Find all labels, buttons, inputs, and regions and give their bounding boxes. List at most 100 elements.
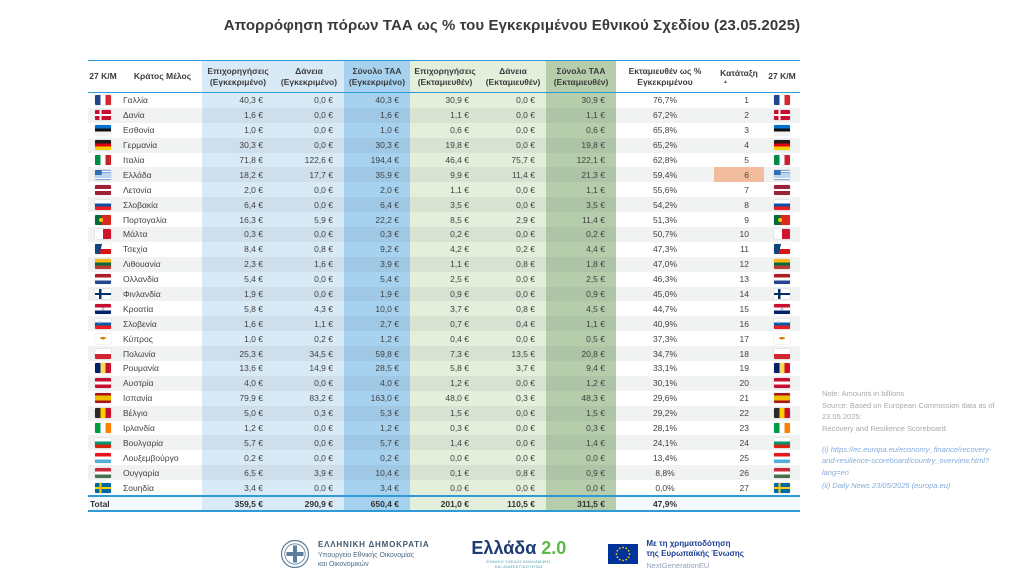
- total-disbursed-cell: 48,3 €: [546, 390, 616, 406]
- loans-approved-cell: 0,0 €: [274, 271, 344, 287]
- sort-ascending-icon[interactable]: ▲: [723, 79, 728, 86]
- flag-cell-left: [88, 212, 118, 227]
- source-link-daily-news[interactable]: (ii) Daily News 23/05/2025 (europa.eu): [822, 481, 951, 491]
- loans-disbursed-cell: 0,0 €: [480, 93, 546, 108]
- flag-cell-right: [764, 197, 800, 213]
- table-row: Βουλγαρία 5,7 € 0,0 € 5,7 € 1,4 € 0,0 € …: [88, 435, 800, 451]
- pct-cell: 46,3%: [652, 274, 678, 285]
- rank-cell: 6: [714, 167, 764, 183]
- page-title: Απορρόφηση πόρων ΤΑΑ ως % του Εγκεκριμέν…: [223, 17, 801, 34]
- country-flag-icon: [774, 363, 790, 374]
- grants-approved-cell: 1,2 €: [202, 420, 274, 436]
- loans-disbursed-cell: 13,5 €: [480, 346, 546, 362]
- total-approved-cell: 2,0 €: [344, 182, 410, 198]
- table-row: Βέλγιο 5,0 € 0,3 € 5,3 € 1,5 € 0,0 € 1,5…: [88, 405, 800, 421]
- grants-approved-cell: 13,6 €: [202, 361, 274, 376]
- country-flag-icon: [774, 303, 790, 314]
- total-row: Total 359,5 € 290,9 € 650,4 € 201,0 € 11…: [88, 495, 800, 513]
- total-disbursed-cell: 30,9 €: [546, 93, 616, 108]
- country-flag-icon: [774, 214, 790, 225]
- source-link-scoreboard[interactable]: (i) https://ec.europa.eu/economy_finance…: [822, 444, 992, 477]
- pct-cell: 51,3%: [652, 214, 678, 225]
- total-approved-cell: 1,6 €: [344, 107, 410, 123]
- total-approved-cell: 3,4 €: [344, 480, 410, 496]
- country-flag-icon: [95, 467, 111, 478]
- country-flag-icon: [774, 437, 790, 448]
- grants-disbursed-cell: 48,0 €: [410, 390, 480, 406]
- grants-approved-cell: 5,8 €: [202, 301, 274, 317]
- country-flag-icon: [774, 467, 790, 478]
- flag-cell-right: [764, 465, 800, 481]
- pct-cell: 59,4%: [616, 167, 714, 183]
- table-row: Σουηδία 3,4 € 0,0 € 3,4 € 0,0 € 0,0 € 0,…: [88, 480, 800, 496]
- grants-approved-cell: 30,3 €: [202, 137, 274, 153]
- grants-approved-cell: 0,3 €: [202, 227, 274, 242]
- country-name: Σλοβακία: [118, 197, 202, 213]
- country-name: Λιθουανία: [118, 256, 202, 272]
- loans-disbursed-cell: 75,7 €: [480, 152, 546, 168]
- flag-cell-right: [764, 375, 800, 391]
- grants-disbursed-cell: 0,2 €: [410, 227, 480, 242]
- country-name: Εσθονία: [123, 125, 155, 136]
- flag-cell-right: [764, 450, 800, 465]
- grants-approved-cell: 71,8 €: [202, 152, 274, 168]
- pct-cell: 28,1%: [652, 423, 678, 434]
- country-flag-icon: [95, 303, 111, 314]
- hellenic-republic-logo: ΕΛΛΗΝΙΚΗ ΔΗΜΟΚΡΑΤΙΑ Υπουργείο Εθνικής Οι…: [280, 539, 429, 569]
- rank-cell: 12: [714, 256, 764, 272]
- flag-cell-left: [88, 361, 118, 376]
- total-disbursed-cell: 4,4 €: [546, 241, 616, 257]
- total-loans-approved: 290,9 €: [274, 497, 344, 511]
- country-name: Λετονία: [123, 184, 152, 195]
- header-rank[interactable]: Κατάταξη ▲: [714, 61, 764, 92]
- loans-disbursed-cell: 2,9 €: [480, 212, 546, 228]
- total-total-approved: 650,4 €: [344, 497, 410, 511]
- table-row: Πορτογαλία 16,3 € 5,9 € 22,2 € 8,5 € 2,9…: [88, 212, 800, 228]
- grants-approved-cell: 1,6 €: [202, 316, 274, 332]
- rank-cell: 14: [714, 286, 764, 302]
- flag-cell-left: [88, 227, 118, 242]
- table-row: Φινλανδία 1,9 € 0,0 € 1,9 € 0,9 € 0,0 € …: [88, 286, 800, 302]
- grants-approved-cell: 25,3 €: [202, 346, 274, 362]
- flag-cell-right: [764, 153, 800, 168]
- country-name: Πορτογαλία: [123, 214, 167, 225]
- total-disbursed-cell: 19,8 €: [546, 137, 616, 153]
- flag-cell-left: [88, 286, 118, 302]
- total-disbursed-cell: 21,3 €: [546, 167, 616, 183]
- country-name: Φινλανδία: [118, 286, 202, 302]
- rrf-absorption-table: 27 Κ/Μ Κράτος Μέλος Επιχορηγήσεις (Εγκεκ…: [88, 60, 800, 513]
- pct-cell: 8,8%: [616, 465, 714, 481]
- grants-approved-cell: 2,3 €: [202, 256, 274, 272]
- loans-disbursed-cell: 0,0 €: [480, 197, 546, 213]
- table-row: Ισπανία 79,9 € 83,2 € 163,0 € 48,0 € 0,3…: [88, 390, 800, 406]
- country-flag-icon: [774, 333, 790, 344]
- flag-cell-left: [88, 93, 118, 108]
- eu-funding-logo: Με τη χρηματοδότηση της Ευρωπαϊκής Ένωση…: [608, 539, 744, 570]
- grants-disbursed-cell: 1,1 €: [410, 107, 480, 123]
- rank-cell: 25: [739, 452, 749, 463]
- country-name: Ιταλία: [123, 155, 145, 165]
- flag-cell-left: [88, 480, 118, 495]
- ministry-line: και Οικονομικών: [318, 560, 369, 568]
- grants-approved-cell: 0,2 €: [202, 450, 274, 466]
- footer-logos: ΕΛΛΗΝΙΚΗ ΔΗΜΟΚΡΑΤΙΑ Υπουργείο Εθνικής Οι…: [0, 539, 1024, 570]
- greece-2-0-logo: Ελλάδα 2.0 ΕΘΝΙΚΟ ΣΧΕΔΙΟ ΑΝΑΚΑΜΨΗΣ ΚΑΙ Α…: [471, 539, 566, 570]
- loans-approved-cell: 0,2 €: [274, 331, 344, 347]
- flag-cell-right: [764, 405, 800, 421]
- country-flag-icon: [95, 274, 111, 285]
- country-flag-icon: [95, 214, 111, 225]
- country-flag-icon: [774, 199, 790, 210]
- flag-cell-left: [88, 153, 118, 168]
- flag-cell-left: [88, 197, 118, 213]
- grants-disbursed-cell: 1,5 €: [410, 405, 480, 421]
- rank-cell: 17: [739, 333, 749, 344]
- flag-cell-right: [764, 242, 800, 257]
- total-approved-cell: 10,4 €: [344, 465, 410, 481]
- total-disbursed-cell: 0,9 €: [546, 465, 616, 481]
- country-name: Ουγγαρία: [118, 465, 202, 481]
- table-row: Γερμανία 30,3 € 0,0 € 30,3 € 19,8 € 0,0 …: [88, 137, 800, 153]
- grants-disbursed-cell: 4,2 €: [410, 241, 480, 257]
- total-grants-disbursed: 201,0 €: [410, 497, 480, 511]
- grants-approved-cell: 8,4 €: [202, 241, 274, 257]
- pct-cell: 33,1%: [652, 363, 678, 374]
